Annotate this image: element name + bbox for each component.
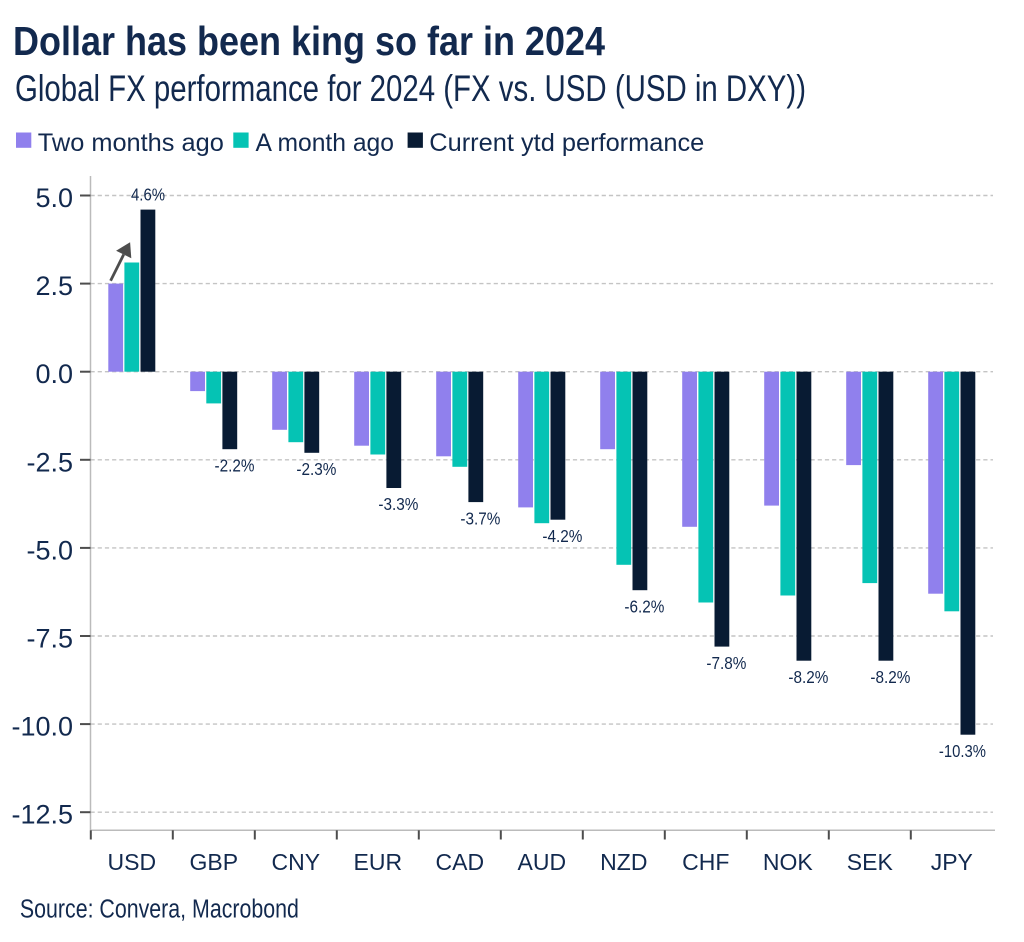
svg-text:GBP: GBP	[190, 849, 239, 875]
svg-text:CHF: CHF	[682, 849, 729, 875]
svg-text:-10.3%: -10.3%	[939, 741, 986, 761]
svg-text:-7.5: -7.5	[26, 624, 73, 654]
svg-text:EUR: EUR	[354, 849, 403, 875]
svg-text:5.0: 5.0	[35, 183, 73, 213]
svg-text:SEK: SEK	[847, 849, 894, 875]
svg-text:-3.7%: -3.7%	[460, 508, 500, 528]
svg-text:-6.2%: -6.2%	[624, 596, 664, 616]
svg-text:Global FX performance for 2024: Global FX performance for 2024 (FX vs. U…	[15, 68, 806, 109]
svg-text:-2.2%: -2.2%	[215, 455, 255, 475]
svg-text:USD: USD	[108, 849, 157, 875]
svg-text:-5.0: -5.0	[26, 535, 73, 565]
svg-text:CAD: CAD	[436, 849, 485, 875]
svg-text:Current ytd performance: Current ytd performance	[429, 129, 704, 157]
svg-text:-8.2%: -8.2%	[788, 667, 828, 687]
svg-text:-12.5: -12.5	[11, 800, 73, 830]
svg-text:JPY: JPY	[931, 849, 973, 875]
svg-text:Dollar has been king so far in: Dollar has been king so far in 2024	[13, 18, 605, 64]
svg-text:NZD: NZD	[600, 849, 647, 875]
svg-text:2.5: 2.5	[35, 271, 73, 301]
svg-text:Source: Convera, Macrobond: Source: Convera, Macrobond	[20, 896, 299, 924]
svg-text:-4.2%: -4.2%	[542, 526, 582, 546]
svg-text:-2.5: -2.5	[26, 447, 73, 477]
svg-text:-8.2%: -8.2%	[870, 667, 910, 687]
svg-text:CNY: CNY	[272, 849, 321, 875]
svg-text:-2.3%: -2.3%	[296, 459, 336, 479]
svg-text:0.0: 0.0	[35, 359, 73, 389]
svg-text:NOK: NOK	[763, 849, 814, 875]
svg-text:4.6%: 4.6%	[131, 184, 165, 204]
svg-text:-7.8%: -7.8%	[706, 653, 746, 673]
svg-text:A month ago: A month ago	[256, 129, 395, 157]
svg-text:Two months ago: Two months ago	[38, 129, 224, 157]
svg-text:-10.0: -10.0	[11, 712, 73, 742]
svg-text:-3.3%: -3.3%	[378, 494, 418, 514]
svg-text:AUD: AUD	[518, 849, 567, 875]
